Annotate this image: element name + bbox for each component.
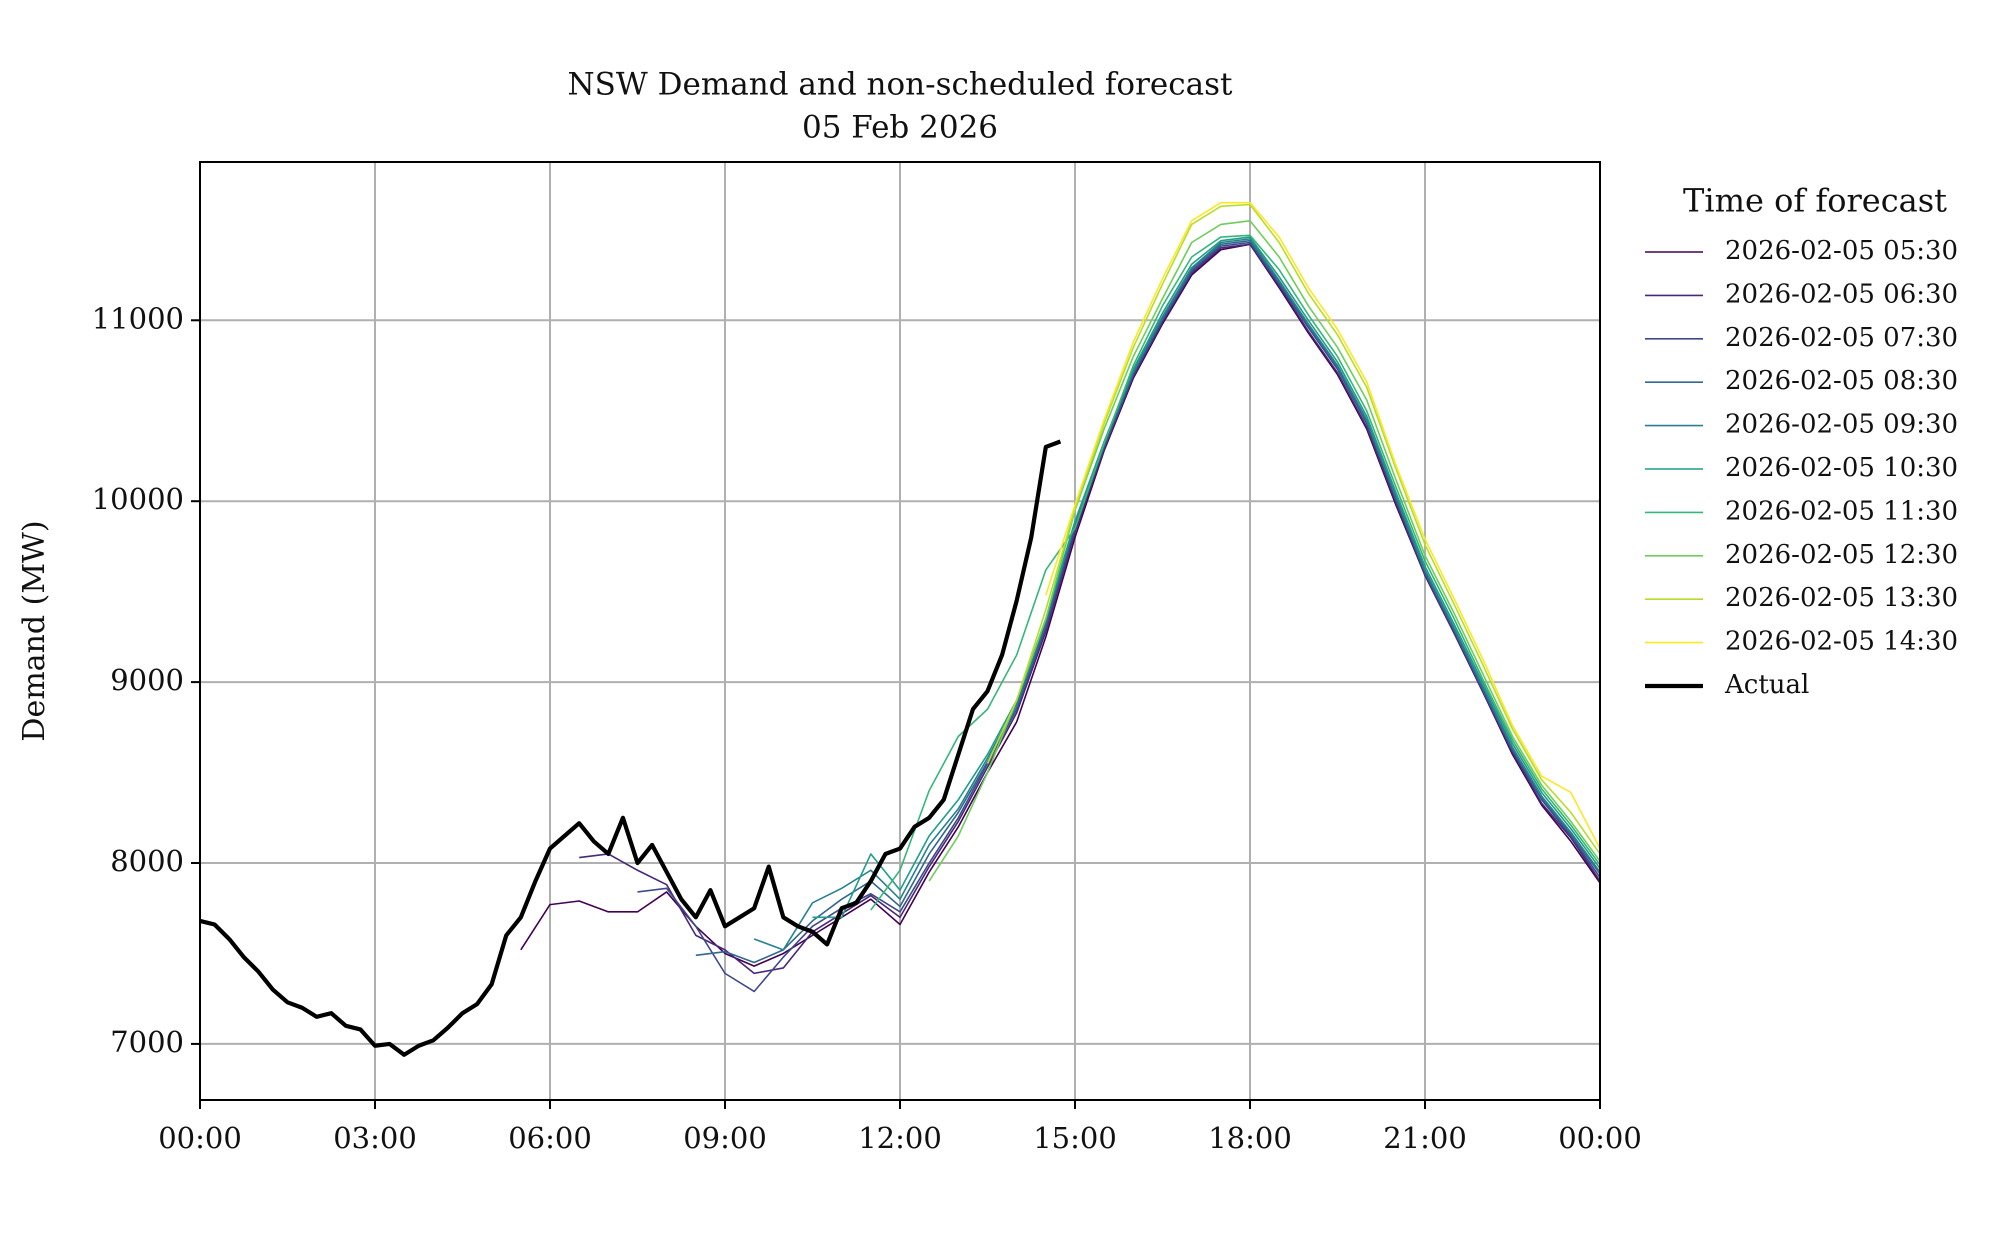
y-tick-label: 7000 xyxy=(110,1025,184,1059)
chart-title: NSW Demand and non-scheduled forecast xyxy=(568,67,1233,103)
legend-label: 2026-02-05 14:30 xyxy=(1725,627,1958,657)
legend-label: 2026-02-05 10:30 xyxy=(1725,453,1958,483)
x-tick-label: 21:00 xyxy=(1383,1121,1467,1155)
series-line xyxy=(812,236,1600,919)
legend-label: 2026-02-05 06:30 xyxy=(1725,279,1958,309)
chart-subtitle: 05 Feb 2026 xyxy=(802,110,998,146)
x-tick-label: 00:00 xyxy=(158,1121,242,1155)
y-tick-label: 10000 xyxy=(92,482,184,516)
legend-title: Time of forecast xyxy=(1683,182,1947,220)
legend-label: 2026-02-05 12:30 xyxy=(1725,540,1958,570)
series-line xyxy=(986,203,1600,855)
x-tick-label: 03:00 xyxy=(333,1121,417,1155)
series-line xyxy=(1045,201,1600,849)
series-line xyxy=(753,238,1600,951)
x-tick-label: 00:00 xyxy=(1558,1121,1642,1155)
legend-label: 2026-02-05 11:30 xyxy=(1725,496,1958,526)
series-line xyxy=(870,234,1600,911)
y-tick-label: 8000 xyxy=(110,844,184,878)
series-line xyxy=(695,239,1600,964)
series-line xyxy=(928,219,1600,882)
legend-label: Actual xyxy=(1724,670,1809,700)
series-line xyxy=(579,243,1600,975)
legend-label: 2026-02-05 07:30 xyxy=(1725,323,1958,353)
legend-label: 2026-02-05 09:30 xyxy=(1725,410,1958,440)
x-tick-label: 09:00 xyxy=(683,1121,767,1155)
legend-label: 2026-02-05 05:30 xyxy=(1725,236,1958,266)
x-tick-label: 18:00 xyxy=(1208,1121,1292,1155)
x-tick-label: 15:00 xyxy=(1033,1121,1117,1155)
x-tick-label: 12:00 xyxy=(858,1121,942,1155)
legend-label: 2026-02-05 08:30 xyxy=(1725,366,1958,396)
plot-frame xyxy=(199,161,1601,1101)
y-tick-label: 9000 xyxy=(110,663,184,697)
y-axis-label: Demand (MW) xyxy=(17,520,52,741)
x-tick-label: 06:00 xyxy=(508,1121,592,1155)
y-tick-label: 11000 xyxy=(92,301,184,335)
legend-label: 2026-02-05 13:30 xyxy=(1725,583,1958,613)
series-line xyxy=(200,439,1062,1057)
